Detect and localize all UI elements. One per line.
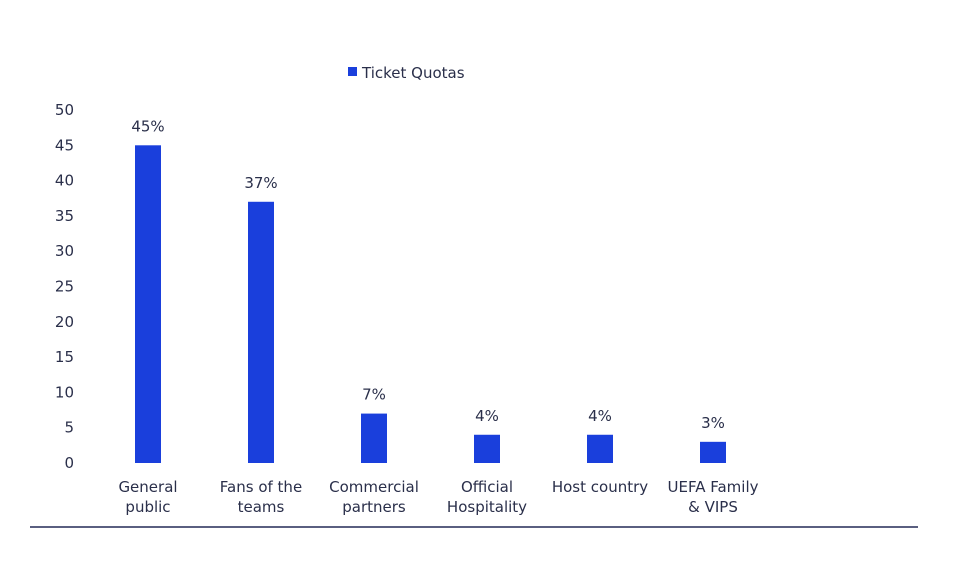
y-tick-label: 5 <box>64 419 74 437</box>
bar <box>474 434 500 463</box>
y-tick-label: 50 <box>55 101 74 119</box>
y-tick-label: 45 <box>55 136 74 154</box>
bar-value-label: 4% <box>475 407 499 425</box>
y-tick-label: 25 <box>55 278 74 296</box>
bar-value-label: 3% <box>701 414 725 432</box>
bar <box>248 201 274 463</box>
x-category-label: UEFA Family <box>667 478 758 496</box>
legend: Ticket Quotas <box>348 64 465 82</box>
legend-label: Ticket Quotas <box>361 64 465 82</box>
bar <box>700 441 726 463</box>
y-tick-label: 40 <box>55 172 74 190</box>
x-axis: General public Fans of the teams Commercial p… <box>118 478 758 516</box>
x-category-label: Hospitality <box>447 498 527 516</box>
x-category-label: General <box>118 478 177 496</box>
y-axis: 0 5 10 15 20 25 30 35 40 45 50 <box>55 101 74 472</box>
x-category-label: & VIPS <box>688 498 738 516</box>
y-tick-label: 0 <box>64 454 74 472</box>
y-tick-label: 10 <box>55 383 74 401</box>
x-category-label: partners <box>342 498 406 516</box>
y-tick-label: 20 <box>55 313 74 331</box>
bar <box>361 413 387 463</box>
x-category-label: teams <box>238 498 285 516</box>
bars <box>135 145 726 464</box>
x-category-label: Official <box>461 478 513 496</box>
y-tick-label: 35 <box>55 207 74 225</box>
x-category-label: Fans of the <box>220 478 302 496</box>
legend-swatch <box>348 67 357 76</box>
x-category-label: Commercial <box>329 478 419 496</box>
bar <box>135 145 161 464</box>
bar-value-label: 7% <box>362 386 386 404</box>
y-tick-label: 15 <box>55 348 74 366</box>
bar-value-label: 4% <box>588 407 612 425</box>
data-labels: 45% 37% 7% 4% 4% 3% <box>131 117 725 432</box>
bar <box>587 434 613 463</box>
bar-value-label: 45% <box>131 117 164 135</box>
x-category-label: Host country <box>552 478 648 496</box>
bar-value-label: 37% <box>244 174 277 192</box>
x-category-label: public <box>125 498 170 516</box>
y-tick-label: 30 <box>55 242 74 260</box>
